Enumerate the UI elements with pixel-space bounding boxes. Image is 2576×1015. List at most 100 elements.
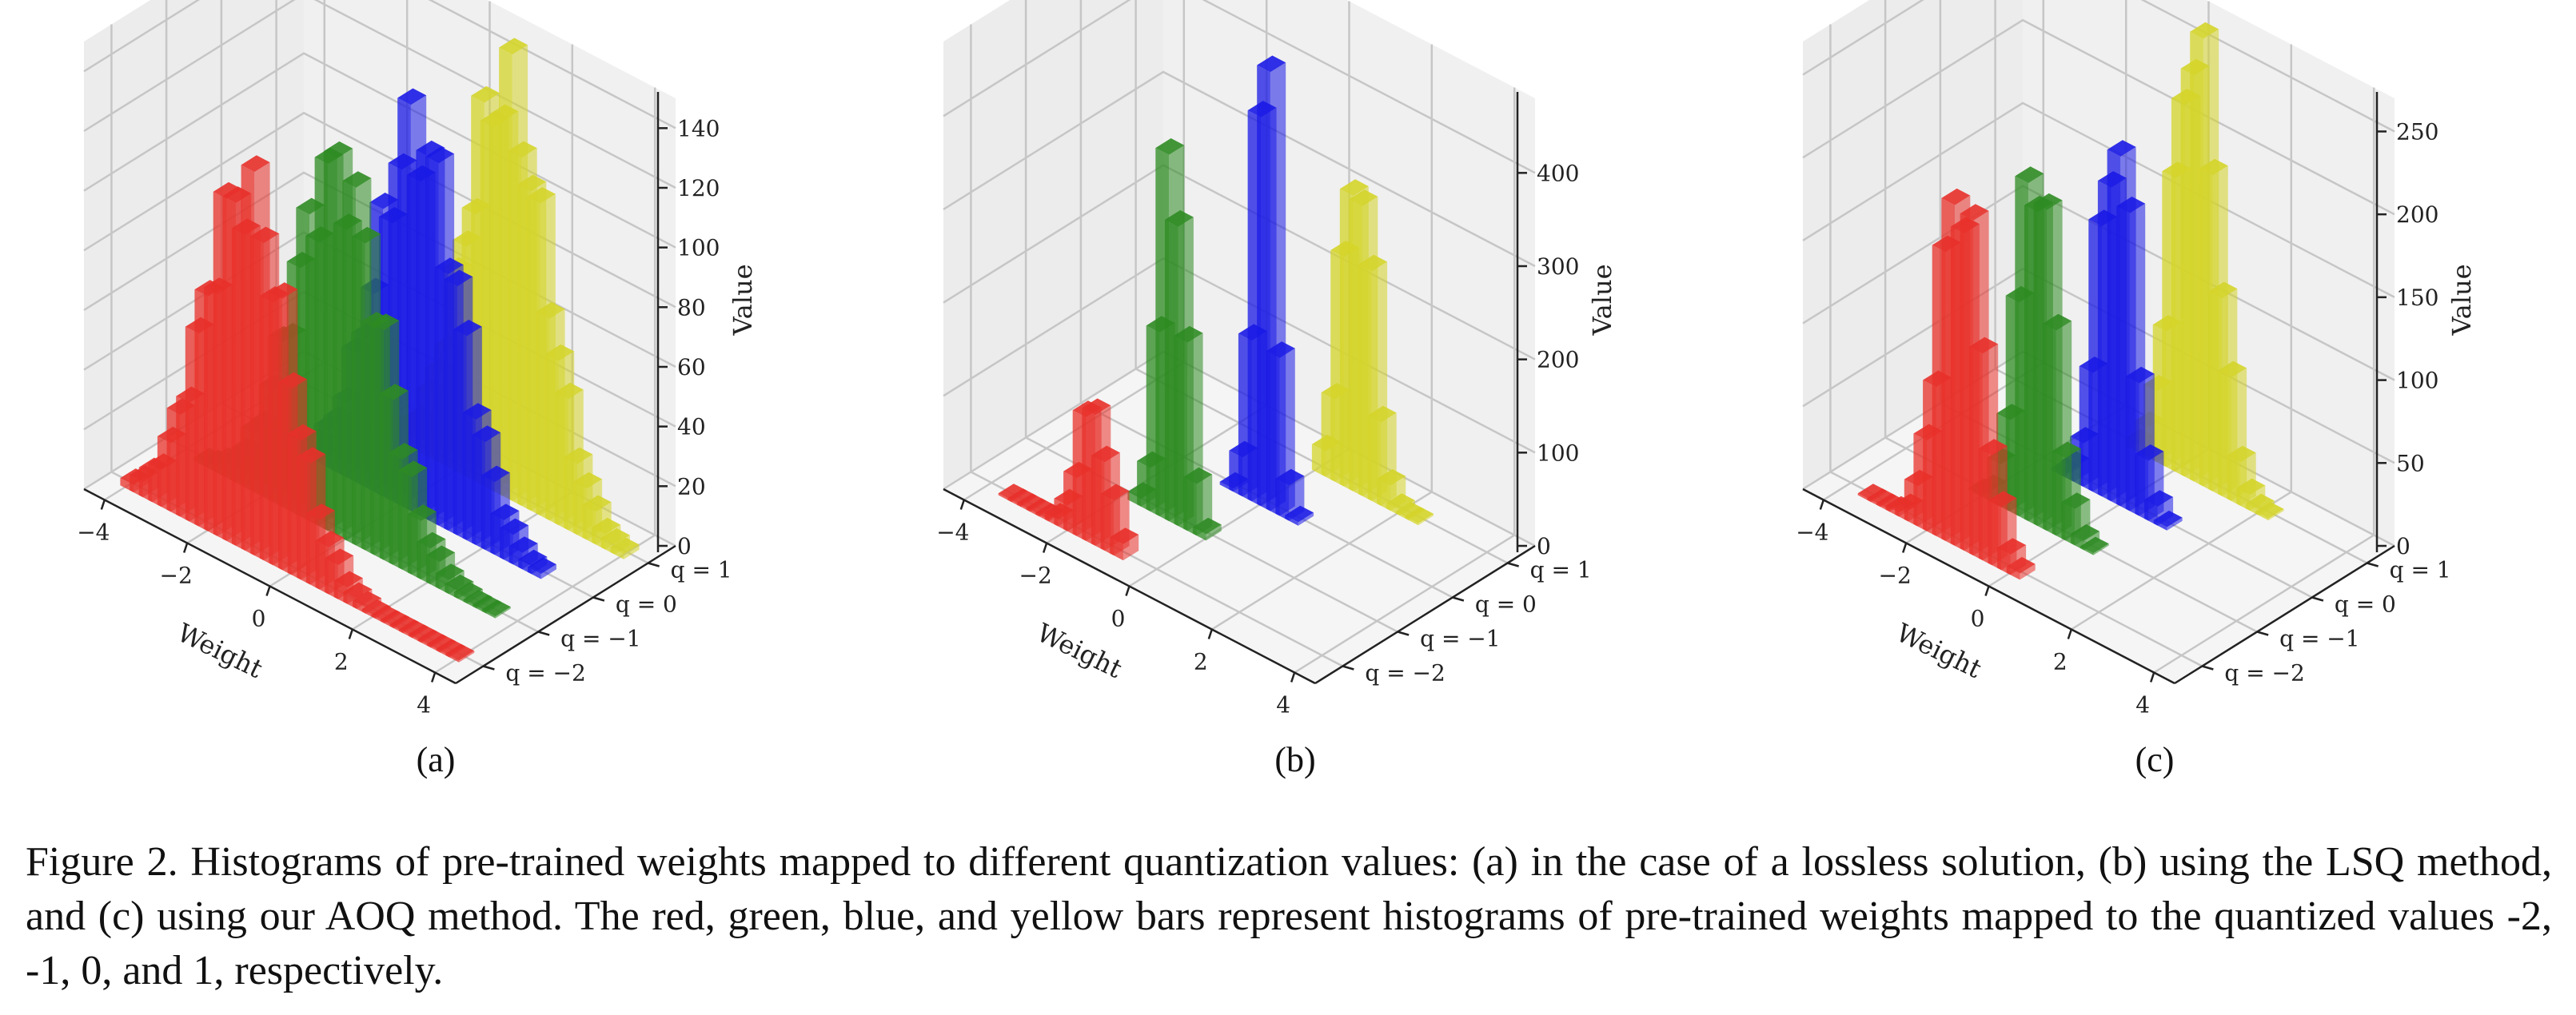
x-tick-label: −4 <box>77 519 110 546</box>
bar-top <box>427 634 457 651</box>
bar-top <box>1285 505 1314 523</box>
x-tick-label: 2 <box>2053 649 2068 675</box>
z-tick-label: 120 <box>677 175 720 201</box>
bar-top <box>1016 493 1046 511</box>
bar-side <box>1298 512 1314 526</box>
z-gridline <box>943 70 1536 268</box>
y-tick <box>2256 631 2269 636</box>
bar-top <box>518 549 548 567</box>
x-tick <box>1819 500 1825 510</box>
bar-top <box>2190 22 2219 39</box>
x-tick <box>1042 543 1048 553</box>
bar-top <box>554 382 584 400</box>
bar-top <box>1192 517 1222 535</box>
bar-top <box>1100 484 1130 501</box>
bar-top <box>2006 556 2036 574</box>
bar-top <box>527 557 556 575</box>
panel-label-c: (c) <box>2135 740 2175 779</box>
bar <box>481 609 496 619</box>
bar-top <box>397 88 427 105</box>
y-tick <box>592 596 605 602</box>
y-tick-label: q = −1 <box>2279 626 2359 652</box>
bar-top <box>389 615 419 631</box>
bar-top <box>2236 478 2266 496</box>
x-tick-label: −2 <box>160 563 193 589</box>
bar <box>1110 537 1123 561</box>
bar-top <box>407 504 437 521</box>
bar-top <box>473 595 502 612</box>
bar-top <box>353 591 382 608</box>
bar-top <box>343 582 373 599</box>
bar-top <box>1174 325 1203 343</box>
x-tick-label: 4 <box>1276 692 1290 718</box>
bar-side <box>1206 524 1222 541</box>
series-q-2 <box>120 155 475 663</box>
x-tick <box>1290 672 1296 683</box>
bar-top <box>1377 469 1406 486</box>
y-axis-line <box>2174 544 2395 685</box>
bar-top <box>352 226 381 244</box>
bar-top <box>2135 444 2164 461</box>
y-tick <box>1397 631 1410 636</box>
bar-top <box>398 460 428 478</box>
bar-top <box>342 171 372 188</box>
bar-top <box>436 639 465 656</box>
bar-side <box>495 607 511 619</box>
bar-top <box>1110 527 1139 544</box>
bar-top <box>1082 398 1111 416</box>
bar-top <box>2255 502 2284 519</box>
y-tick-label: q = 0 <box>2335 591 2396 618</box>
bar-top <box>453 582 483 599</box>
bar <box>527 567 541 579</box>
z-tick-label: 200 <box>2396 201 2438 228</box>
bar-top <box>325 548 354 566</box>
bar-top <box>582 495 612 512</box>
series-q-1 <box>1968 166 2109 555</box>
x-tick <box>1207 629 1214 639</box>
panel-label-a: (a) <box>416 740 456 779</box>
bar-top <box>241 155 270 173</box>
series-q1 <box>2124 22 2284 521</box>
bar-top <box>1857 484 1887 500</box>
z-tick-label: 20 <box>677 473 706 500</box>
bar <box>1405 516 1418 526</box>
bar-top <box>434 257 464 275</box>
bar-top <box>425 146 455 164</box>
x-tick <box>1125 586 1130 596</box>
bar <box>1183 476 1197 536</box>
bar-top <box>2199 158 2228 176</box>
z-gridline <box>1802 102 2395 299</box>
y-tick <box>537 631 550 636</box>
bar-top <box>481 465 510 483</box>
y-tick-label: q = −2 <box>1365 660 1445 687</box>
x-tick-label: 0 <box>1111 606 1126 632</box>
z-tick-label: 250 <box>2396 118 2438 145</box>
series-q-2 <box>1857 188 2036 580</box>
figure-caption: Figure 2. Histograms of pre-trained weig… <box>26 839 2552 993</box>
bar-top <box>1395 502 1425 519</box>
z-tick-label: 0 <box>677 533 692 559</box>
z-gridline <box>1802 18 2395 216</box>
bar-top <box>2033 193 2063 210</box>
z-tick-label: 50 <box>2396 450 2425 476</box>
bar-top <box>444 269 473 287</box>
y-tick <box>648 562 660 567</box>
z-tick-label: 100 <box>677 235 720 261</box>
bar-top <box>481 599 511 617</box>
z-tick-label: 140 <box>677 115 720 141</box>
y-tick-label: q = 1 <box>671 557 732 583</box>
y-tick-label: q = −2 <box>505 660 585 687</box>
z-gridline <box>83 0 676 129</box>
bar-top <box>333 571 363 588</box>
y-tick <box>1452 596 1465 602</box>
bar-top <box>1257 55 1286 73</box>
bar-top <box>435 563 465 581</box>
bar-top <box>426 545 456 563</box>
bar-top <box>370 313 400 331</box>
bar-top <box>315 531 345 548</box>
bar <box>1275 478 1290 521</box>
z-tick-label: 200 <box>1537 347 1579 373</box>
bar-top <box>445 643 475 661</box>
x-tick-label: 4 <box>2135 692 2150 718</box>
y-tick <box>1342 665 1354 671</box>
